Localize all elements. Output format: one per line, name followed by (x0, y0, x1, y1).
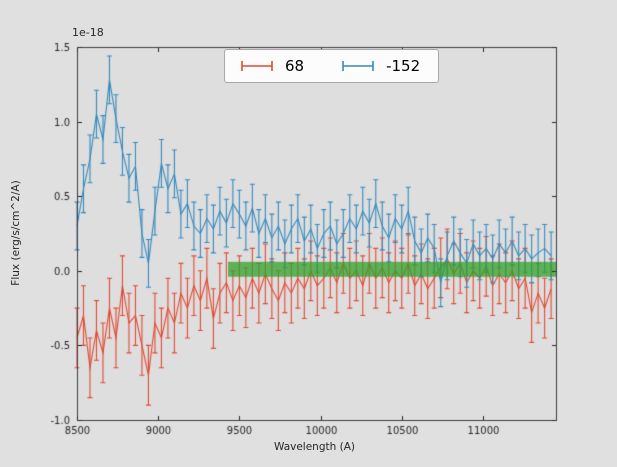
y-axis-label: Flux (erg/s/cm^2/A) (10, 180, 22, 286)
legend-entry-neg152: -152 (340, 57, 420, 75)
legend-entry-68: 68 (239, 57, 304, 75)
x-axis-label-text: Wavelength (A) (273, 441, 355, 453)
x-axis-label: Wavelength (A) (0, 441, 617, 453)
legend-label: -152 (386, 57, 421, 75)
legend: 68 -152 (224, 49, 440, 83)
y-axis-offset-text: 1e-18 (72, 26, 104, 39)
errorbar-swatch-icon (342, 61, 374, 71)
legend-label: 68 (285, 57, 305, 75)
errorbar-swatch-icon (241, 61, 273, 71)
